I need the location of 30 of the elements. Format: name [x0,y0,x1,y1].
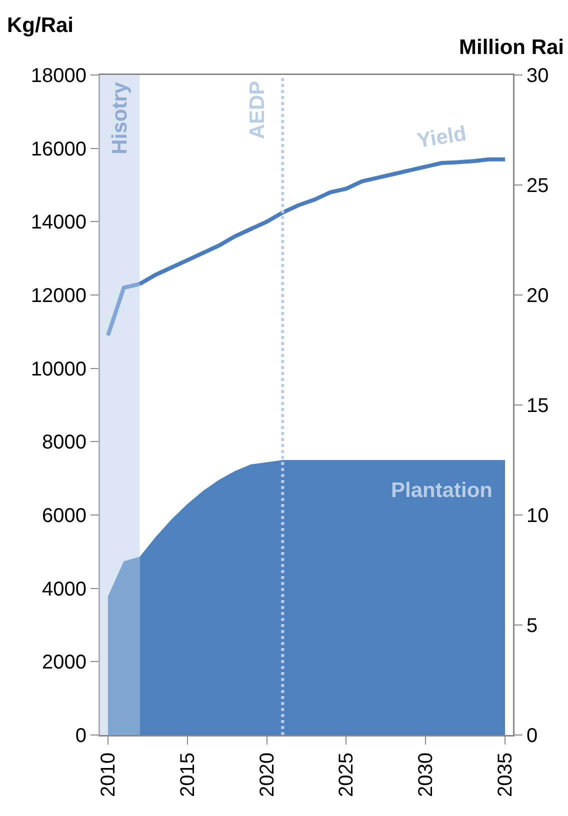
text: Yield [416,122,468,153]
y2-axis-title: Million Rai [459,36,564,59]
y2-tick-label: 15 [526,395,549,417]
y-tick-label: 0 [75,725,86,747]
y-tick-label: 12000 [30,285,86,307]
y-tick-label: 14000 [30,212,86,234]
ref-line-label: AEDP [246,80,270,140]
x-tick-label: 2010 [97,752,120,797]
y-tick-label: 6000 [42,505,86,527]
band-label: Hisotry [108,82,132,154]
y2-tick-label: 10 [526,505,549,527]
line-series [138,157,508,286]
y-tick-label: 10000 [30,358,86,380]
x-tick-label: 2015 [176,752,199,797]
series-label: Plantation [391,479,493,502]
y-axis-title: Kg/Rai [7,14,74,37]
x-tick-label: 2030 [415,752,438,797]
y2-tick-label: 5 [526,615,538,637]
y2-tick-label: 30 [526,65,549,87]
y2-tick-label: 0 [526,725,538,747]
y2-tick-label: 20 [526,285,549,307]
x-tick-label: 2020 [256,752,278,797]
y-tick-label: 4000 [42,578,86,600]
y2-tick-label: 25 [526,175,549,197]
y-tick-label: 18000 [30,65,86,87]
x-tick-label: 2025 [336,752,358,797]
y-tick-label: 8000 [42,432,86,454]
x-tick-label: 2035 [494,752,517,797]
y-tick-label: 16000 [30,138,86,160]
y-tick-label: 2000 [42,652,86,674]
